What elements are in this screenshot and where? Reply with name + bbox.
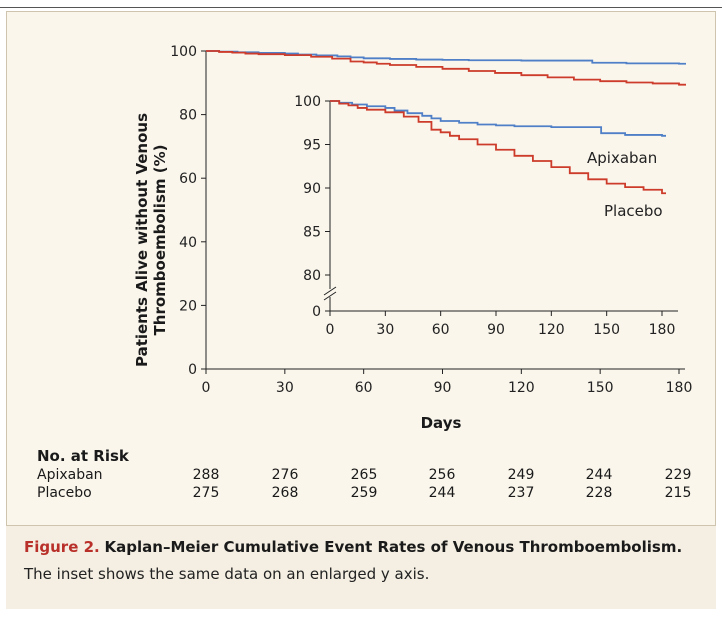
risk-cell: 244 xyxy=(428,485,456,501)
inset-axes: 80 85 90 95 100 00 30 60 90 120 150 180 xyxy=(294,94,678,338)
risk-table: No. at Risk Apixaban 288 276 265 256 249… xyxy=(37,447,697,503)
figure-title: Kaplan–Meier Cumulative Event Rates of V… xyxy=(104,538,683,556)
axis-break-mark xyxy=(323,291,337,301)
risk-cell: 237 xyxy=(507,485,535,501)
main-axes: 0 20 40 60 80 100 0 30 60 90 120 150 180 xyxy=(170,44,692,396)
y-tick-label: 0 xyxy=(188,362,197,378)
risk-cell: 228 xyxy=(585,485,613,501)
x-axis-label: Days xyxy=(421,414,462,432)
x-tick-label: 90 xyxy=(487,322,505,338)
risk-cell: 249 xyxy=(507,467,535,483)
risk-cell: 276 xyxy=(271,467,299,483)
x-tick-label: 150 xyxy=(593,322,620,338)
x-tick-label: 60 xyxy=(432,322,450,338)
risk-cell: 215 xyxy=(664,485,692,501)
y-tick-label: 100 xyxy=(294,94,321,110)
risk-cell: 229 xyxy=(664,467,692,483)
x-tick-label: 90 xyxy=(434,380,452,396)
risk-cell: 259 xyxy=(350,485,378,501)
figure-caption: Figure 2. Kaplan–Meier Cumulative Event … xyxy=(6,525,716,609)
x-tick-label: 180 xyxy=(649,322,676,338)
series-line-placebo xyxy=(206,50,686,86)
inset-label-placebo: Placebo xyxy=(604,202,663,220)
x-tick-label: 150 xyxy=(587,380,614,396)
inset-label-apixaban: Apixaban xyxy=(587,149,657,167)
x-tick-label: 120 xyxy=(538,322,565,338)
y-tick-label: 100 xyxy=(170,44,197,60)
y-axis-label-line-2: Thromboembolism (%) xyxy=(151,145,169,336)
y-tick-label: 80 xyxy=(303,268,321,284)
y-tick-label: 95 xyxy=(303,138,321,154)
risk-cell: 268 xyxy=(271,485,299,501)
axis-break-mark xyxy=(323,286,337,296)
risk-row-label: Apixaban xyxy=(37,467,103,483)
figure-label: Figure 2. xyxy=(24,538,100,556)
top-rule xyxy=(0,7,722,8)
risk-cell: 275 xyxy=(192,485,220,501)
risk-cell: 265 xyxy=(350,467,378,483)
risk-cell: 288 xyxy=(192,467,220,483)
y-tick-label: 20 xyxy=(179,298,197,314)
risk-cell: 256 xyxy=(428,467,456,483)
y-tick-label: 80 xyxy=(179,108,197,124)
x-tick-label: 180 xyxy=(666,380,693,396)
y-tick-label: 40 xyxy=(179,235,197,251)
risk-cell: 244 xyxy=(585,467,613,483)
x-tick-label: 60 xyxy=(355,380,373,396)
x-tick-label: 120 xyxy=(508,380,535,396)
x-tick-label: 30 xyxy=(276,380,294,396)
y-tick-label: 60 xyxy=(179,171,197,187)
caption-title-line: Figure 2. Kaplan–Meier Cumulative Event … xyxy=(24,536,702,558)
series-line-placebo xyxy=(330,100,666,195)
x-tick-label: 30 xyxy=(376,322,394,338)
inset-lines xyxy=(330,100,666,195)
risk-row-placebo: Placebo 275 268 259 244 237 228 215 xyxy=(37,485,697,503)
figure-panel xyxy=(6,11,716,609)
series-line-apixaban xyxy=(330,100,666,137)
y-tick-label: 90 xyxy=(303,181,321,197)
y-axis-label-line-1: Patients Alive without Venous xyxy=(133,113,151,367)
y-tick-label: 85 xyxy=(303,225,321,241)
axis-break-gap xyxy=(325,289,335,297)
x-tick-label: 0 xyxy=(202,380,211,396)
main-lines xyxy=(206,50,686,86)
figure-note: The inset shows the same data on an enla… xyxy=(24,565,430,583)
series-line-apixaban xyxy=(206,50,686,65)
x-tick-label: 0 xyxy=(326,322,335,338)
y-tick-label: 0 xyxy=(312,304,321,320)
risk-row-apixaban: Apixaban 288 276 265 256 249 244 229 xyxy=(37,467,697,485)
risk-row-label: Placebo xyxy=(37,485,92,501)
risk-table-title: No. at Risk xyxy=(37,447,129,465)
